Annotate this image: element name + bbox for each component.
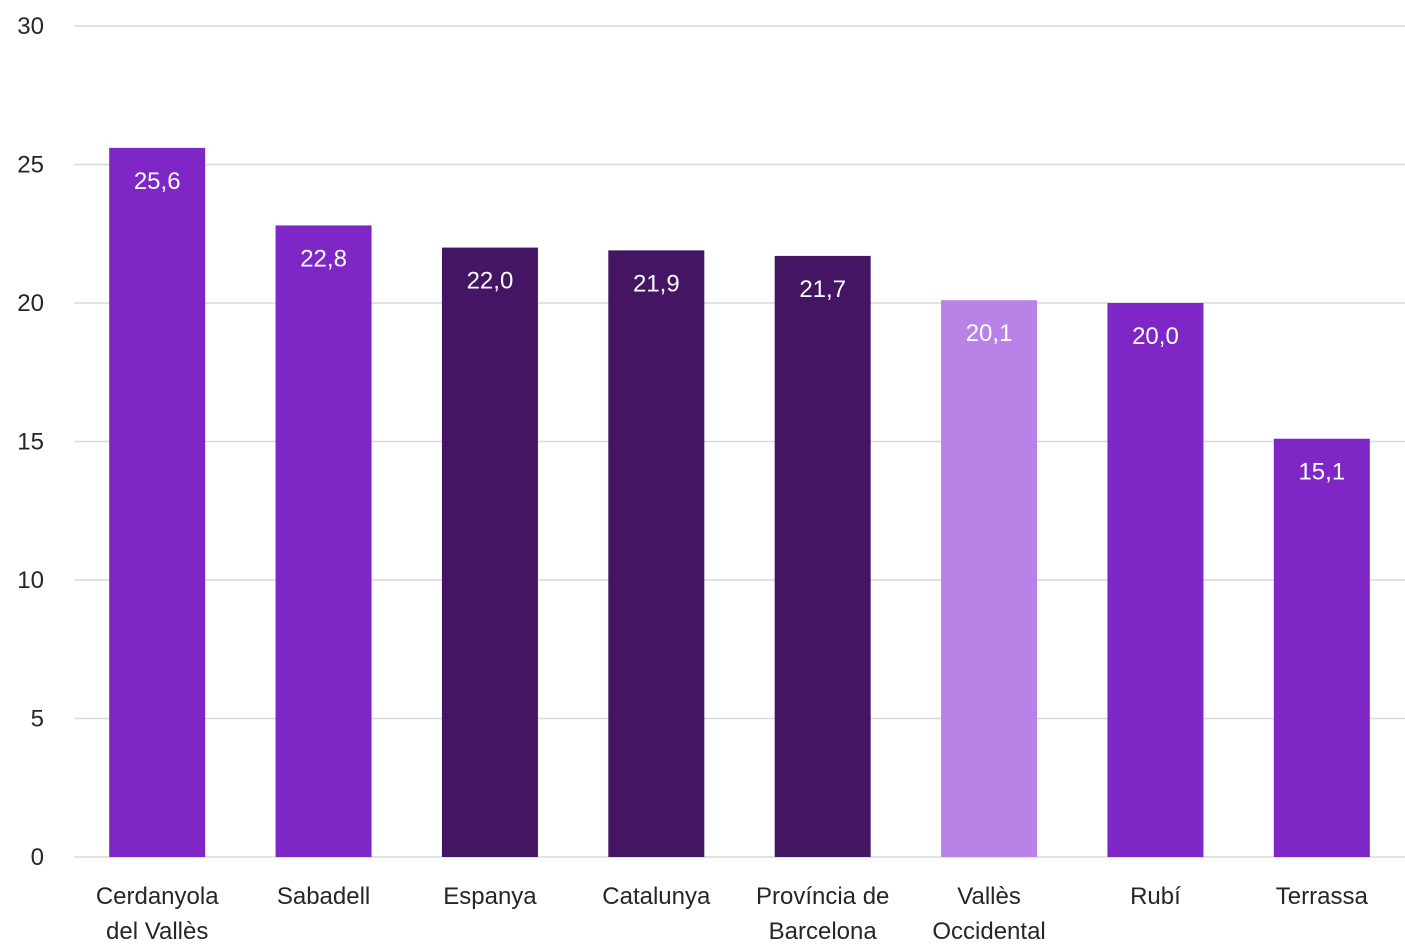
- x-tick-label: Província de Barcelona: [756, 883, 889, 944]
- data-label: 25,6: [134, 168, 181, 195]
- y-tick-label: 10: [17, 567, 44, 594]
- data-label: 15,1: [1298, 459, 1345, 486]
- x-tick-line: Catalunya: [602, 883, 711, 910]
- bar: [275, 225, 372, 857]
- bar: [441, 247, 538, 858]
- x-tick-label: Cerdanyola del Vallès: [96, 883, 219, 944]
- x-tick-line: Sabadell: [277, 883, 370, 910]
- x-axis-ticks: Cerdanyola del Vallès Sabadell Espanya Catal…: [96, 883, 1369, 945]
- data-label: 22,0: [467, 268, 514, 295]
- data-label: 21,9: [633, 270, 680, 297]
- x-tick-line: Província de: [756, 883, 889, 910]
- y-tick-label: 15: [17, 429, 44, 456]
- data-label: 20,1: [966, 320, 1013, 347]
- bar: [1107, 303, 1204, 857]
- x-tick-line: Rubí: [1130, 883, 1181, 910]
- x-tick-line: Barcelona: [769, 918, 878, 944]
- x-tick-line: Terrassa: [1276, 883, 1369, 910]
- x-tick-label: Vallès Occidental: [932, 883, 1045, 944]
- x-tick-label: Rubí: [1130, 883, 1181, 910]
- bar: [109, 147, 206, 857]
- data-label: 20,0: [1132, 323, 1179, 350]
- x-tick-line: Occidental: [932, 918, 1045, 944]
- x-tick-label: Catalunya: [602, 883, 711, 910]
- x-tick-label: Terrassa: [1276, 883, 1369, 910]
- gridlines: [74, 25, 1405, 858]
- data-label: 22,8: [300, 245, 347, 272]
- bars: [109, 147, 1370, 858]
- x-tick-label: Sabadell: [277, 883, 370, 910]
- x-tick-line: Cerdanyola: [96, 883, 219, 910]
- x-tick-line: Vallès: [957, 883, 1021, 910]
- bar: [941, 300, 1038, 858]
- bar: [1273, 438, 1370, 857]
- y-axis-ticks: 0 5 10 15 20 25 30: [17, 13, 44, 871]
- y-tick-label: 30: [17, 13, 44, 40]
- bar: [774, 255, 871, 857]
- x-tick-line: Espanya: [443, 883, 537, 910]
- y-tick-label: 0: [31, 844, 44, 871]
- data-label: 21,7: [799, 276, 846, 303]
- bar: [608, 250, 705, 857]
- data-labels: 25,6 22,8 22,0 21,9 21,7 20,1 20,0 15,1: [134, 168, 1345, 486]
- y-tick-label: 5: [31, 706, 44, 733]
- x-tick-label: Espanya: [443, 883, 537, 910]
- y-tick-label: 20: [17, 290, 44, 317]
- x-tick-line: del Vallès: [106, 918, 208, 944]
- y-tick-label: 25: [17, 152, 44, 179]
